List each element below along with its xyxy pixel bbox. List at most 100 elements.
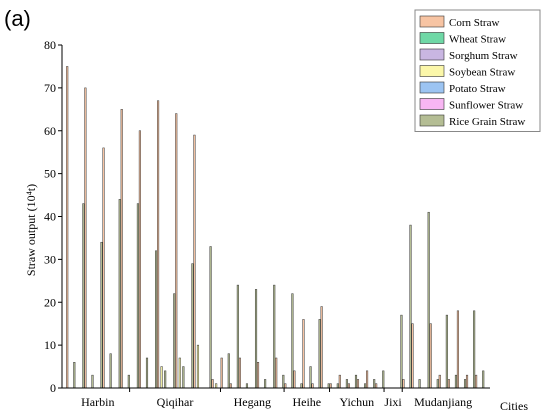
y-tick-labels: 0 10 20 30 40 50 60 70 80 [44, 38, 56, 395]
bar-rice [109, 353, 112, 389]
bar-corn [175, 113, 178, 389]
bar-corn [302, 319, 305, 389]
y-tick-label: 50 [44, 167, 56, 181]
bar-corn [284, 383, 287, 389]
y-tick-label: 40 [44, 210, 56, 224]
bar-corn [229, 383, 232, 389]
legend-label-potato: Potato Straw [449, 83, 506, 95]
x-tick-label: Qiqihar [157, 395, 194, 409]
bar-rice [127, 374, 130, 389]
bar-rice [382, 370, 385, 389]
bar-rice [354, 374, 358, 389]
bar-rice [173, 293, 176, 389]
panel-label: (a) [4, 6, 31, 31]
bar-corn [456, 310, 459, 389]
x-tick-label: Yichun [339, 395, 374, 409]
city-group-jixi [400, 314, 403, 389]
bar-corn [366, 370, 369, 389]
city-group-yichun [329, 370, 385, 389]
bar-corn [275, 357, 278, 389]
city-group-mudanjiang [402, 211, 485, 389]
bar-corn [411, 323, 414, 389]
x-tick-label: Hegang [234, 395, 271, 409]
bar-corn [465, 374, 469, 389]
legend-label-sunflower: Sunflower Straw [449, 100, 523, 112]
bar-rice [264, 379, 267, 389]
bar-corn [475, 374, 478, 389]
bar-corn [447, 379, 450, 389]
city-group-hegang [220, 284, 285, 389]
bar-soybean [160, 366, 163, 389]
y-axis-title: Straw output (10⁴t) [24, 184, 38, 276]
bar-rice [145, 357, 149, 389]
x-axis-title: Cities [500, 399, 528, 413]
bar-rice [482, 370, 485, 389]
bar-rice [409, 224, 412, 389]
y-tick-label: 80 [44, 38, 56, 52]
bar-rice [364, 383, 367, 389]
bar-corn [338, 374, 341, 389]
bar-rice [454, 374, 458, 389]
bar-rice [236, 284, 239, 389]
axes [58, 44, 490, 392]
bar-rice [245, 383, 249, 389]
bar-corn [347, 383, 350, 389]
bar-corn [157, 100, 160, 389]
bar-rice [209, 246, 212, 389]
bar-soybean [196, 344, 200, 389]
bar-rice [254, 289, 258, 389]
bar-corn [329, 383, 332, 389]
bar-rice [473, 310, 476, 389]
bar-rice [309, 366, 312, 389]
bar-corn [102, 147, 105, 389]
bar-rice [82, 203, 85, 389]
bar-rice [91, 374, 94, 389]
bar-rice [427, 211, 430, 389]
legend-swatch-soybean [419, 65, 445, 77]
bar-corn [66, 66, 69, 389]
bar-rice [73, 362, 76, 389]
bar-rice [273, 284, 276, 389]
legend-swatch-potato [419, 81, 445, 94]
y-tick-label: 10 [44, 338, 56, 352]
bar-rice [182, 366, 185, 389]
bar-rice [336, 383, 339, 389]
bar-rice [100, 241, 103, 389]
legend-label-soybean: Soybean Straw [449, 67, 515, 79]
bar-rice [291, 293, 294, 389]
bar-rice [463, 379, 467, 389]
bar-series-group [66, 66, 485, 389]
bar-rice [191, 263, 194, 389]
bar-corn [238, 357, 241, 389]
x-tick-label: Harbin [81, 395, 114, 409]
bar-corn [220, 357, 223, 389]
bar-rice [164, 370, 167, 389]
city-group-heihe [284, 293, 330, 389]
bar-corn [356, 379, 360, 389]
bar-corn [402, 379, 405, 389]
bar-corn [293, 370, 296, 389]
bar-rice [418, 379, 421, 389]
legend-swatch-sunflower [419, 98, 445, 110]
bar-corn [193, 134, 196, 389]
x-tick-label: Jixi [384, 395, 402, 409]
bar-rice [345, 379, 348, 389]
bar-corn [320, 306, 323, 389]
bar-corn [138, 130, 141, 389]
y-tick-label: 0 [50, 381, 56, 395]
bar-rice [118, 199, 121, 389]
bar-rice [227, 353, 230, 389]
bar-corn [84, 87, 87, 389]
legend-swatch-sorghum [419, 48, 445, 61]
bar-corn [120, 109, 123, 389]
legend-label-sorghum: Sorghum Straw [449, 50, 518, 62]
bar-rice [327, 383, 330, 389]
bar-corn [429, 323, 432, 389]
y-tick-label: 70 [44, 81, 56, 95]
bar-rice [436, 379, 439, 389]
legend: Corn Straw Wheat Straw Sorghum Straw Soybea… [414, 9, 541, 132]
y-tick-label: 60 [44, 124, 56, 138]
x-tick-label: Mudanjiang [414, 395, 472, 409]
x-tick-label: Heihe [292, 395, 321, 409]
